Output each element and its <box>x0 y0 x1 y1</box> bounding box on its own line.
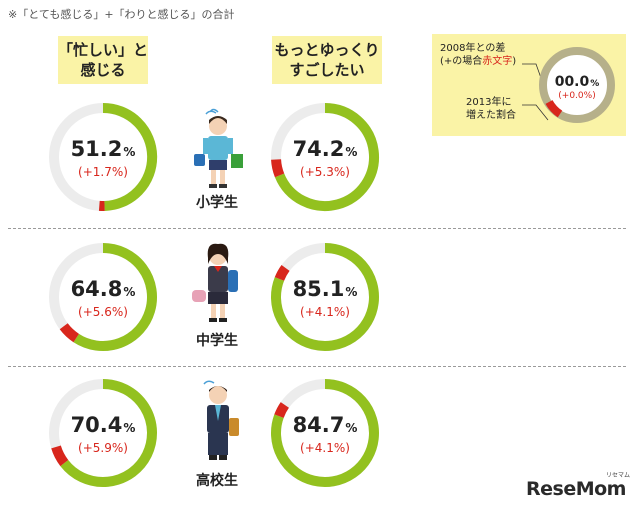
donut-relaxed-high-school-unit-text: % <box>345 421 358 435</box>
donut-busy-junior-high: 64.8% (+5.6%) <box>48 242 158 352</box>
donut-busy-elementary-value-text: 51.2 <box>70 137 123 161</box>
donut-relaxed-elementary: 74.2% (+5.3%) <box>270 102 380 212</box>
busy-header-line1: 「忙しい」と <box>58 41 149 59</box>
high-school-student-illustration <box>203 380 239 460</box>
donut-busy-junior-high-svg <box>49 243 157 351</box>
donut-busy-high-school-value-text: 70.4 <box>70 413 123 437</box>
elementary-student-illustration <box>194 108 243 188</box>
donut-relaxed-elementary-value-text: 74.2 <box>292 137 345 161</box>
donut-busy-elementary-svg <box>49 102 158 212</box>
donut-busy-high-school-value-arc <box>60 379 157 487</box>
relaxed-header: もっとゆっくり すごしたい <box>272 36 382 84</box>
legend-increase-note: 増えた割合 <box>466 110 516 121</box>
row-divider-2 <box>8 366 626 367</box>
donut-busy-high-school-unit-text: % <box>123 421 136 435</box>
donut-busy-junior-high-change-text: (+5.6%) <box>78 305 128 319</box>
chart-note: ※「とても感じる」+「わりと感じる」の合計 <box>8 8 235 21</box>
legend-diff-title: 2008年との差 <box>440 43 506 54</box>
donut-relaxed-elementary-increase-arc <box>271 159 285 178</box>
donut-relaxed-high-school: 84.7% (+4.1%) <box>270 378 380 488</box>
donut-relaxed-high-school-label: 84.7% (+4.1%) <box>270 413 380 456</box>
row-divider-1 <box>8 228 626 229</box>
resemom-logo: ReseMom <box>526 478 626 500</box>
donut-relaxed-high-school-svg <box>271 379 379 487</box>
donut-busy-elementary: 51.2% (+1.7%) <box>48 102 158 212</box>
donut-relaxed-elementary-value-arc <box>274 103 379 211</box>
donut-relaxed-junior-high-change-text: (+4.1%) <box>300 305 350 319</box>
junior-high-student-illustration <box>192 243 238 322</box>
donut-relaxed-junior-high-value-arc <box>271 243 379 351</box>
legend-increase-title: 2013年に <box>466 97 512 108</box>
donut-relaxed-junior-high-label: 85.1% (+4.1%) <box>270 277 380 320</box>
legend-diff-note-red: 赤文字 <box>482 56 513 67</box>
relaxed-header-line2: すごしたい <box>289 61 365 79</box>
legend-box: 2008年との差 (+の場合赤文字) 2013年に 増えた割合 00.0% (+… <box>432 34 626 136</box>
donut-busy-high-school-change-text: (+5.9%) <box>78 441 128 455</box>
legend-sample-ring <box>539 47 615 123</box>
legend-sample-diff: (+0.0%) <box>558 91 596 101</box>
legend-diff-note-post: ) <box>512 56 517 67</box>
legend-diff-note-pre: (+の場合 <box>440 56 483 67</box>
busy-header: 「忙しい」と 感じる <box>58 36 148 84</box>
donut-relaxed-junior-high-unit-text: % <box>345 285 358 299</box>
donut-busy-high-school: 70.4% (+5.9%) <box>48 378 158 488</box>
donut-busy-elementary-unit-text: % <box>123 145 136 159</box>
donut-relaxed-junior-high: 85.1% (+4.1%) <box>270 242 380 352</box>
donut-busy-elementary-label: 51.2% (+1.7%) <box>48 137 158 180</box>
donut-relaxed-junior-high-value-text: 85.1 <box>292 277 345 301</box>
relaxed-header-line1: もっとゆっくり <box>274 41 380 59</box>
grade-label-junior-high: 中学生 <box>196 333 238 349</box>
donut-busy-elementary-change-text: (+1.7%) <box>78 165 128 179</box>
donut-relaxed-high-school-value-text: 84.7 <box>292 413 345 437</box>
donut-relaxed-high-school-increase-arc <box>274 402 290 418</box>
grade-label-elementary: 小学生 <box>196 195 238 211</box>
donut-relaxed-elementary-unit-text: % <box>345 145 358 159</box>
donut-busy-junior-high-value-text: 64.8 <box>70 277 123 301</box>
grade-label-high-school: 高校生 <box>196 473 238 489</box>
donut-busy-elementary-value-arc <box>102 102 158 211</box>
donut-busy-junior-high-unit-text: % <box>123 285 136 299</box>
legend-sample-unit: % <box>590 79 600 89</box>
legend-sample-value: 00.0% (+0.0%) <box>534 71 620 102</box>
donut-relaxed-high-school-change-text: (+4.1%) <box>300 441 350 455</box>
resemom-logo-kana: リセマム <box>606 472 631 479</box>
donut-busy-junior-high-label: 64.8% (+5.6%) <box>48 277 158 320</box>
donut-relaxed-junior-high-svg <box>271 243 379 351</box>
donut-busy-high-school-label: 70.4% (+5.9%) <box>48 413 158 456</box>
donut-relaxed-elementary-svg <box>271 103 379 211</box>
donut-busy-high-school-svg <box>49 379 157 487</box>
donut-relaxed-elementary-change-text: (+5.3%) <box>300 165 350 179</box>
donut-busy-junior-high-increase-arc <box>59 323 80 343</box>
legend-diff-note: (+の場合赤文字) <box>440 55 516 68</box>
busy-header-line2: 感じる <box>80 61 126 79</box>
donut-relaxed-elementary-label: 74.2% (+5.3%) <box>270 137 380 180</box>
donut-busy-junior-high-value-arc <box>73 243 157 351</box>
donut-relaxed-high-school-value-arc <box>271 379 379 487</box>
legend-sample-pct: 00.0 <box>554 74 590 90</box>
donut-busy-high-school-increase-arc <box>51 445 69 467</box>
donut-relaxed-junior-high-increase-arc <box>274 264 290 281</box>
